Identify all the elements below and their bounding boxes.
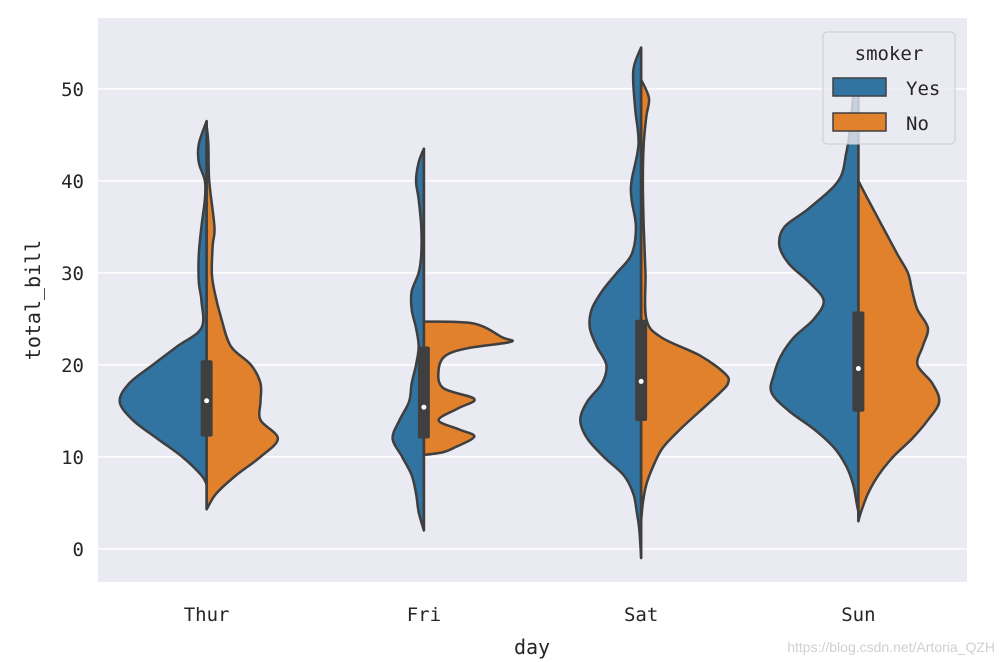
y-axis-label: total_bill — [21, 240, 45, 360]
legend-label-no: No — [906, 113, 929, 135]
violin-fri-yes — [391, 147, 426, 532]
x-tick-label: Sun — [841, 604, 875, 626]
violin-sun-no — [857, 179, 941, 523]
iqr-box — [852, 311, 865, 412]
iqr-box — [635, 319, 648, 421]
median-point — [204, 398, 210, 404]
violin-sat-yes — [579, 46, 643, 560]
x-axis-label: day — [514, 635, 550, 659]
y-tick-label: 30 — [61, 263, 84, 285]
plot-area — [98, 18, 967, 582]
y-tick-label: 50 — [61, 79, 84, 101]
violin-thur-no — [205, 124, 280, 511]
legend-label-yes: Yes — [906, 78, 940, 100]
y-tick-label: 10 — [61, 447, 84, 469]
x-tick-label: Thur — [184, 604, 230, 626]
watermark: https://blog.csdn.net/Artoria_QZH — [787, 639, 995, 655]
y-tick-label: 40 — [61, 171, 84, 193]
violin-fri-no — [422, 320, 514, 457]
legend-title: smoker — [855, 43, 924, 65]
legend-swatch-yes — [832, 77, 887, 97]
median-point — [421, 404, 427, 410]
violin-thur-yes — [118, 119, 208, 486]
y-tick-label: 20 — [61, 355, 84, 377]
legend: smoker Yes No — [822, 31, 956, 145]
x-tick-label: Fri — [407, 604, 441, 626]
iqr-box — [417, 346, 430, 439]
violin-sat-no — [639, 78, 731, 523]
median-point — [855, 366, 861, 372]
x-tick-label: Sat — [624, 604, 658, 626]
legend-swatch-no — [832, 112, 887, 132]
y-tick-label: 0 — [73, 539, 84, 561]
median-point — [638, 378, 644, 384]
violin-sun-yes — [769, 78, 860, 514]
